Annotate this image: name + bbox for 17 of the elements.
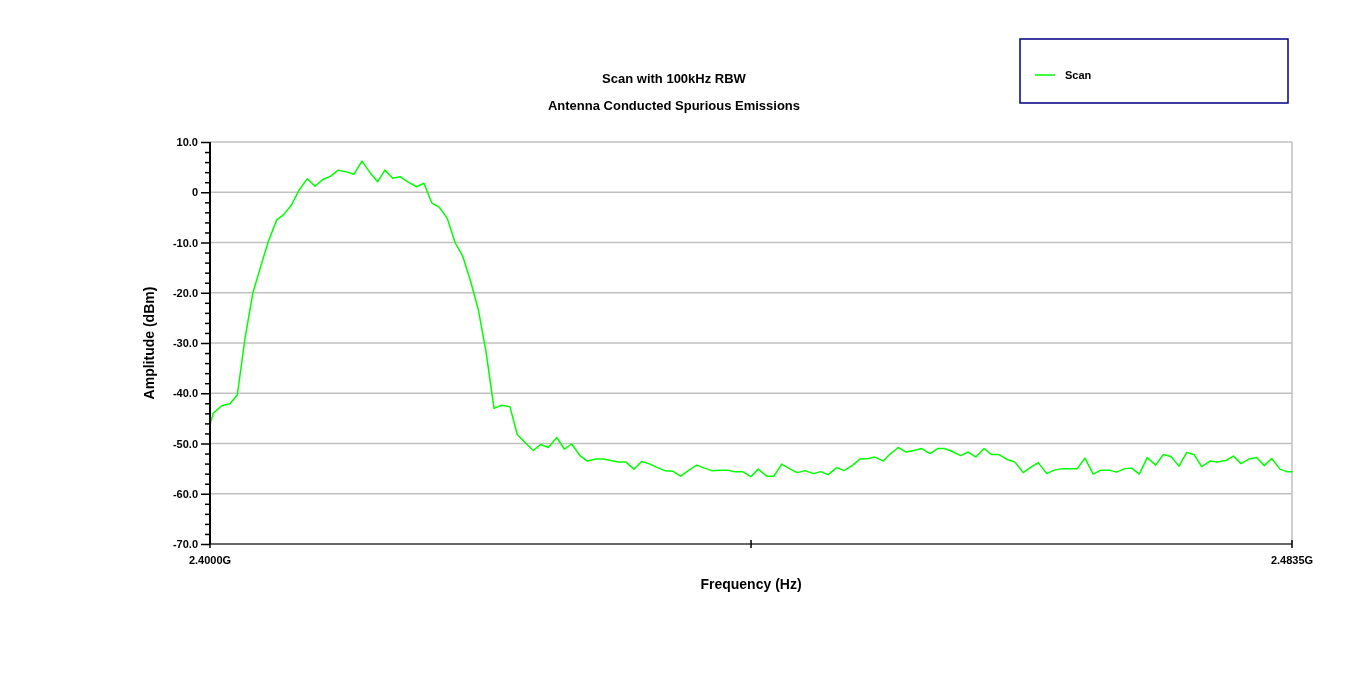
y-tick-label: -70.0 (172, 538, 198, 551)
x-axis-title: Frequency (Hz) (700, 576, 802, 592)
line-series (209, 160, 1293, 478)
x-tick-label: 2.4835G (1270, 554, 1314, 566)
chart-title: Scan with 100kHz RBW (602, 71, 747, 86)
y-tick-label: -10.0 (172, 236, 198, 249)
y-tick-label: -30.0 (172, 337, 198, 350)
x-tick-label: 2.4000G (188, 554, 232, 566)
y-tick-label: 10.0 (176, 136, 198, 149)
y-tick-label: -20.0 (172, 286, 198, 299)
chart-subtitle: Antenna Conducted Spurious Emissions (547, 98, 801, 113)
legend-label: Scan (1065, 69, 1092, 81)
y-tick-label: -60.0 (172, 487, 198, 500)
y-tick-label: -40.0 (172, 387, 198, 400)
y-tick-label: 0 (191, 186, 198, 199)
y-tick-label: -50.0 (172, 437, 198, 450)
y-axis-title: Amplitude (dBm) (141, 286, 157, 400)
